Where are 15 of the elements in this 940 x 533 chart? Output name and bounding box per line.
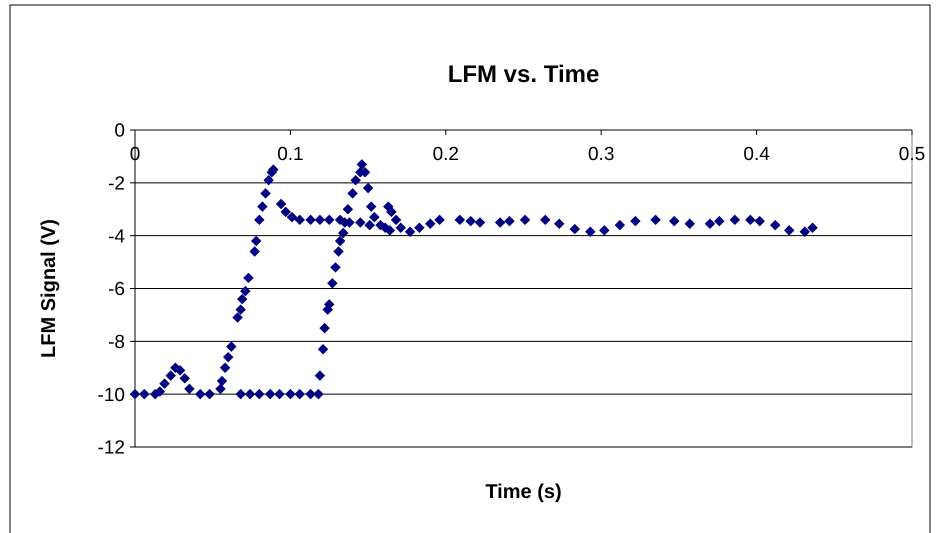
y-tick-label: 0	[114, 120, 125, 142]
y-tick-label: -12	[98, 438, 125, 459]
y-tick-label: -8	[108, 332, 125, 353]
y-tick-label: -4	[108, 226, 126, 248]
x-tick-label: 0.4	[743, 144, 770, 165]
x-tick-label: 0.3	[588, 144, 614, 165]
x-tick-label: 0.5	[898, 144, 926, 165]
x-tick-label: 0.1	[277, 144, 304, 165]
chart-title: LFM vs. Time	[448, 61, 600, 88]
y-tick-label: -10	[98, 384, 125, 406]
x-tick-label: 0.2	[432, 144, 460, 165]
x-axis-title: Time (s)	[485, 481, 562, 503]
y-axis-title: LFM Signal (V)	[38, 219, 60, 358]
y-tick-label: -2	[108, 173, 125, 194]
y-tick-label: -6	[108, 279, 125, 300]
